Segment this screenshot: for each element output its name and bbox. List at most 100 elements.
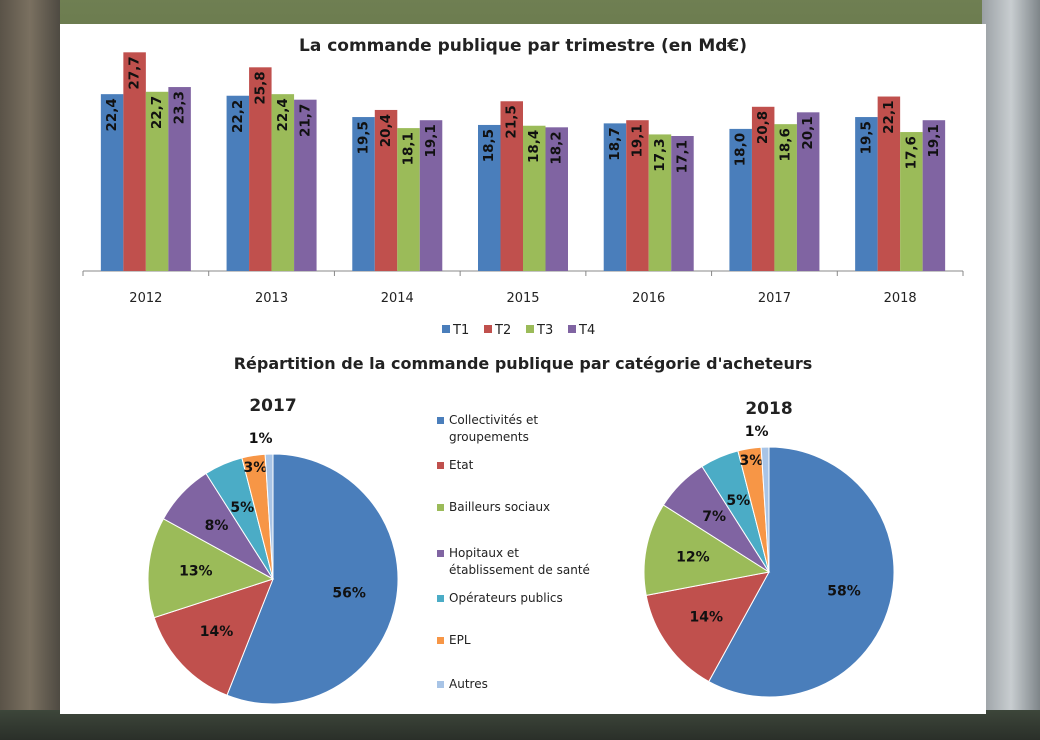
background-pole: [0, 0, 60, 740]
x-tick-label: 2014: [381, 291, 414, 306]
legend-swatch: [526, 325, 534, 333]
pie-chart-legend: Collectivités et groupements Etat Bailleurs…: [437, 413, 590, 691]
legend-swatch: [437, 595, 444, 602]
pie-data-label: 12%: [676, 549, 710, 565]
x-tick-label: 2012: [129, 291, 162, 306]
bar-data-label: 19,1: [926, 124, 942, 157]
bar-t1: [603, 123, 627, 271]
bar-data-label: 18,6: [778, 128, 794, 161]
bar-data-label: 27,7: [127, 56, 143, 89]
bar-t3: [145, 91, 169, 271]
pie-data-label: 14%: [690, 610, 724, 626]
bar-t4: [168, 87, 191, 271]
bar-chart-title: La commande publique par trimestre (en M…: [299, 36, 747, 56]
pie-data-label: 3%: [244, 460, 268, 476]
bar-data-label: 18,5: [481, 129, 497, 162]
background-building: [982, 0, 1040, 740]
pie-section-title: Répartition de la commande publique par …: [234, 354, 813, 373]
bar-t2: [626, 120, 649, 271]
pie-data-label: 8%: [205, 518, 229, 534]
infographic-panel: La commande publique par trimestre (en M…: [60, 24, 986, 714]
bar-data-label: 25,8: [252, 71, 268, 104]
x-tick-label: 2017: [758, 291, 791, 306]
pie-title: 2017: [249, 396, 296, 416]
bar-data-label: 21,7: [297, 104, 313, 137]
pie-data-label: 56%: [332, 586, 366, 602]
bar-data-label: 22,2: [230, 100, 246, 133]
bar-t4: [796, 112, 820, 271]
bar-t4: [671, 136, 694, 271]
bar-t1: [226, 95, 250, 271]
pie-charts: Répartition de la commande publique par …: [147, 354, 895, 705]
legend-swatch: [437, 681, 444, 688]
pie-slice: [147, 518, 275, 619]
bar-data-label: 22,4: [104, 98, 120, 131]
bar-t3: [397, 128, 420, 271]
pie-slice: [226, 453, 399, 705]
legend-entry: T3: [536, 323, 553, 338]
legend-entry: Etat: [449, 458, 474, 472]
legend-entry: Autres: [449, 677, 488, 691]
bar-data-label: 23,3: [172, 91, 188, 124]
chart-canvas: La commande publique par trimestre (en M…: [82, 36, 964, 705]
bar-data-label: 19,5: [858, 121, 874, 154]
pie-data-label: 58%: [827, 583, 861, 599]
pie-title: 2018: [745, 399, 792, 419]
legend-entry: Collectivités et groupements: [449, 413, 538, 444]
bar-data-label: 19,5: [356, 121, 372, 154]
bar-data-label: 18,1: [401, 132, 417, 165]
x-tick-label: 2018: [884, 291, 917, 306]
bar-t4: [419, 120, 443, 271]
pie-data-label: 1%: [249, 431, 273, 447]
bar-data-label: 20,1: [800, 116, 816, 149]
bar-t1: [729, 128, 752, 271]
bar-data-label: 17,3: [652, 138, 668, 171]
pie-slice: [708, 446, 895, 698]
bar-data-label: 18,0: [733, 133, 749, 166]
bar-t2: [374, 109, 398, 272]
pie-slice: [264, 453, 274, 580]
bar-t2: [751, 106, 775, 271]
bar-t2: [123, 52, 146, 271]
x-tick-label: 2013: [255, 291, 288, 306]
bar-chart-legend: T1 T2 T3 T4: [442, 323, 595, 338]
pie-data-label: 7%: [702, 509, 726, 525]
bar-t1: [855, 117, 878, 271]
legend-swatch: [484, 325, 492, 333]
bar-t3: [271, 94, 295, 271]
legend-swatch: [437, 417, 444, 424]
legend-entry: EPL: [449, 633, 471, 647]
bar-t2: [249, 67, 272, 271]
pie-data-label: 3%: [740, 453, 764, 469]
x-tick-label: 2015: [506, 291, 539, 306]
legend-entry: T2: [494, 323, 511, 338]
pie-slice: [643, 504, 771, 597]
bar-data-label: 20,8: [755, 111, 771, 144]
bar-t4: [922, 120, 946, 271]
bar-data-label: 22,1: [881, 101, 897, 134]
pie-data-label: 5%: [230, 500, 254, 516]
background-ground: [0, 710, 1040, 740]
bar-t3: [648, 134, 672, 271]
pie-data-label: 14%: [200, 624, 234, 640]
x-tick-label: 2016: [632, 291, 665, 306]
bar-t3: [900, 132, 923, 271]
bar-t4: [545, 127, 568, 271]
bar-data-label: 19,1: [629, 124, 645, 157]
legend-swatch: [437, 504, 444, 511]
bar-t3: [774, 124, 797, 271]
legend-entry: Bailleurs sociaux: [449, 500, 550, 514]
bar-t1: [478, 124, 501, 272]
bar-t1: [352, 117, 375, 271]
bar-data-label: 17,6: [903, 136, 919, 169]
pie-slice: [760, 446, 770, 573]
bar-data-label: 19,1: [423, 124, 439, 157]
bar-chart: La commande publique par trimestre (en M…: [82, 36, 964, 338]
pie-data-label: 5%: [726, 493, 750, 509]
bar-data-label: 21,5: [504, 105, 520, 138]
bar-t3: [523, 125, 546, 271]
pie-slice: [645, 571, 770, 683]
legend-swatch: [437, 462, 444, 469]
bar-data-label: 18,7: [607, 127, 623, 160]
legend-entry: Opérateurs publics: [449, 591, 563, 605]
